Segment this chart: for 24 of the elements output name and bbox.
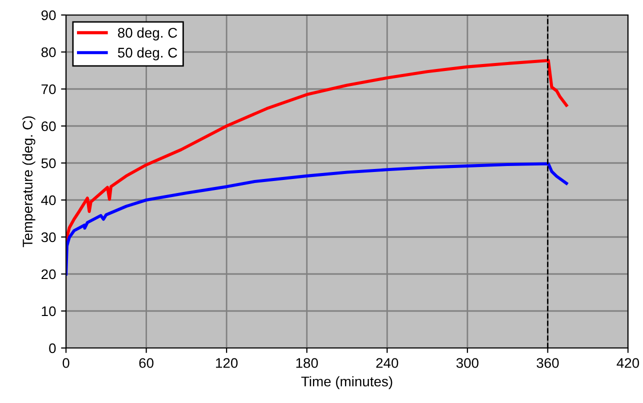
x-tick-label: 180 <box>296 358 318 368</box>
y-tick-label: 90 <box>41 10 56 20</box>
y-tick-label: 10 <box>42 306 56 316</box>
y-axis-title: Temperature (deg. C) <box>22 116 36 248</box>
legend-label: 80 deg. C <box>118 28 178 40</box>
y-tick-label: 0 <box>49 343 56 354</box>
x-tick-label: 300 <box>456 358 478 368</box>
x-axis-title: Time (minutes) <box>301 376 392 390</box>
y-tick-label: 20 <box>42 269 56 280</box>
x-tick-label: 360 <box>536 358 559 368</box>
x-tick-label: 240 <box>376 358 398 368</box>
line-series <box>66 58 568 243</box>
x-tick-label: 420 <box>616 358 640 368</box>
y-tick-label: 70 <box>42 84 56 94</box>
y-tick-label: 50 <box>41 158 56 168</box>
y-tick-label: 60 <box>42 121 56 132</box>
y-tick-label: 40 <box>41 195 56 206</box>
line-series <box>66 162 568 276</box>
x-tick-label: 60 <box>139 358 154 368</box>
y-tick-label: 30 <box>41 232 56 242</box>
legend-label: 50 deg. C <box>118 47 178 60</box>
x-tick-label: 120 <box>216 358 238 368</box>
x-tick-label: 0 <box>62 358 70 368</box>
y-tick-label: 80 <box>41 47 56 58</box>
